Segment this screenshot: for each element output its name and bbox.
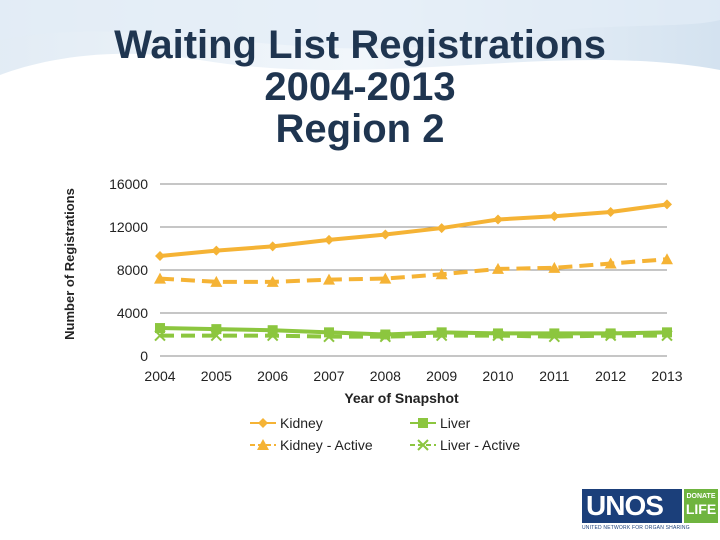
x-tick-label: 2004 [144,368,175,384]
series-3-point [661,329,673,342]
series-3-point [492,329,504,342]
series-0-point [211,245,222,256]
series-line-2 [159,326,668,337]
x-tick-label: 2010 [482,368,513,384]
legend-marker-3 [417,439,429,451]
series-3-point [435,329,448,342]
series-1-point [154,272,166,284]
series-line-3 [160,333,667,339]
background-swoosh [0,0,720,75]
x-axis-title: Year of Snapshot [344,390,459,406]
series-1-point [492,262,504,274]
series-2-point [436,327,447,338]
series-2-point [267,325,278,336]
y-tick-label: 4000 [117,305,148,321]
series-2-point [380,329,391,340]
series-3-point [379,330,392,343]
donate-life-badge-top: DONATE [686,493,716,500]
y-tick-label: 12000 [109,219,148,235]
legend-marker-2 [418,418,428,428]
y-axis-title: Number of Registrations [62,188,77,340]
y-tick-label: 8000 [117,262,148,278]
chart-title: Waiting List Registrations 2004-2013 Reg… [60,24,660,150]
legend-marker-0 [258,418,268,428]
chart-title-line-3: Region 2 [275,107,445,151]
series-0-point [436,223,447,234]
series-2-point [605,328,616,339]
series-2-point [662,327,672,338]
x-tick-label: 2009 [426,368,457,384]
x-tick-label: 2006 [257,368,288,384]
x-tick-label: 2011 [539,368,569,384]
chart-title-line-1: Waiting List Registrations [114,23,606,67]
unos-logo-box: UNOS [582,489,682,523]
series-line-1 [159,257,668,284]
chart-title-line-2: 2004-2013 [264,65,456,109]
donate-life-badge-bottom: LIFE [685,501,717,517]
x-tick-label: 2013 [651,368,682,384]
series-2-point [155,323,165,334]
x-tick-label: 2005 [201,368,232,384]
series-3-point [604,329,617,342]
legend-label-1: Kidney - Active [280,437,373,453]
series-1-point [548,261,561,273]
series-2-point [324,327,334,338]
series-3-point [210,329,223,342]
series-2-point [549,328,560,339]
series-0-point [662,199,672,210]
y-tick-label: 16000 [109,176,148,192]
unos-logo: UNOS DONATE LIFE UNITED NETWORK FOR ORGA… [582,489,718,533]
series-line-0 [159,202,668,259]
legend-marker-1 [257,439,269,450]
legend-label-0: Kidney [280,415,323,431]
x-tick-label: 2008 [370,368,401,384]
series-1-point [379,272,392,284]
series-1-point [210,275,223,287]
series-1-point [323,273,335,285]
unos-tagline: UNITED NETWORK FOR ORGAN SHARING [582,525,690,531]
series-2-point [211,324,222,335]
series-1-point [661,253,673,265]
series-0-point [155,251,165,262]
series-3-point [548,330,561,343]
x-tick-label: 2012 [595,368,626,384]
series-1-point [435,268,448,280]
series-0-point [380,229,391,240]
x-tick-label: 2007 [313,368,344,384]
y-tick-label: 0 [140,348,148,364]
legend-label-3: Liver - Active [440,437,520,453]
series-0-point [324,234,334,245]
series-3-point [266,329,279,342]
series-1-point [266,275,279,287]
series-0-point [605,206,616,217]
series-3-point [323,330,335,343]
series-3-point [154,329,166,342]
series-2-point [493,328,503,339]
unos-logo-text: UNOS [586,490,664,521]
series-0-point [493,214,503,225]
series-1-point [604,257,617,269]
donate-life-badge: DONATE LIFE [684,489,718,523]
series-0-point [549,211,560,222]
series-0-point [267,241,278,252]
legend-label-2: Liver [440,415,471,431]
